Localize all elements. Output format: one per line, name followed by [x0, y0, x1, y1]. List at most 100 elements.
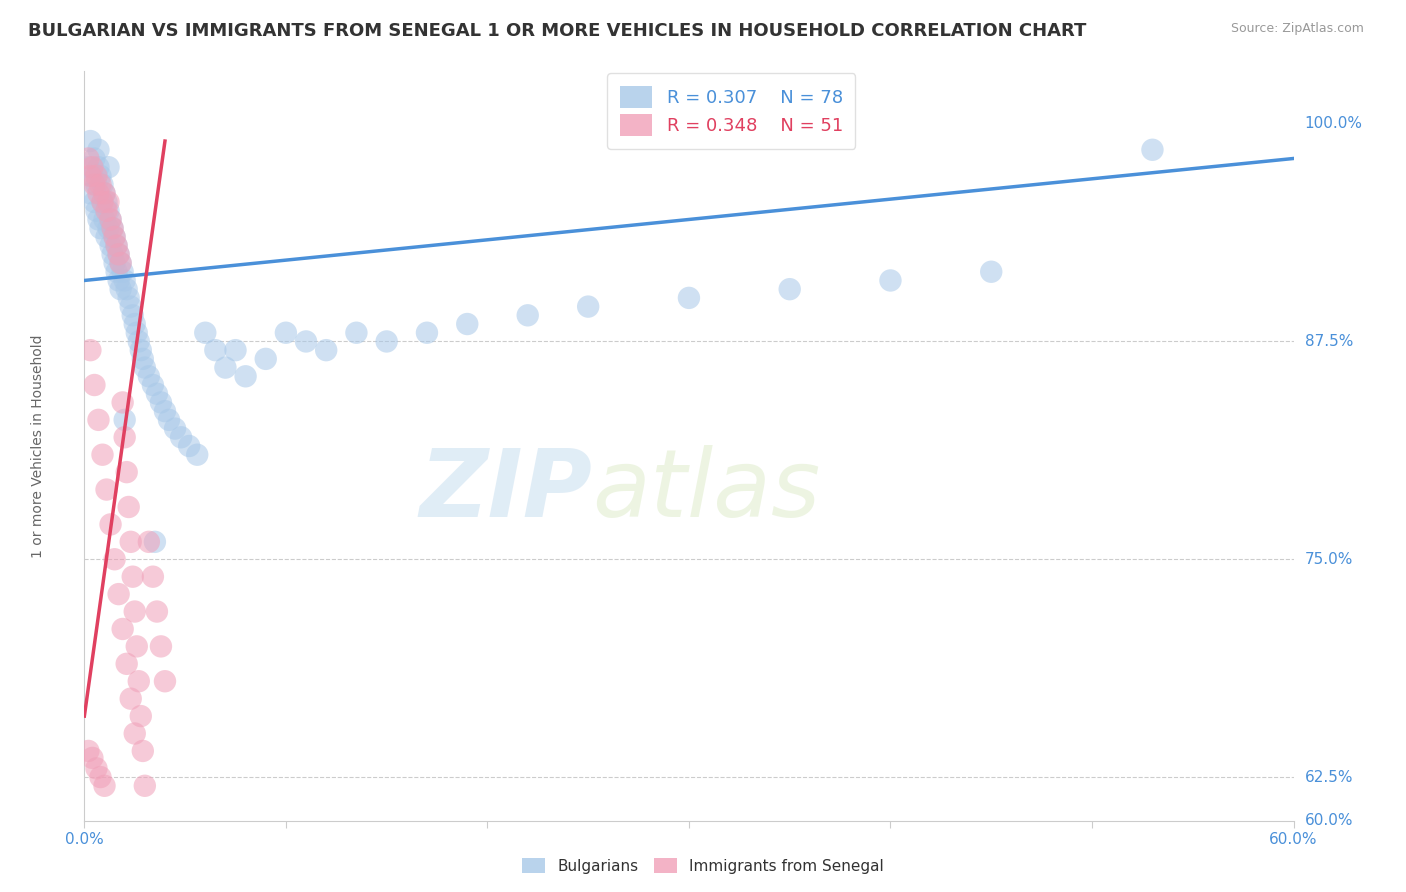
Point	[93, 212, 115, 227]
Point	[86, 178, 108, 192]
Point	[77, 744, 100, 758]
Point	[204, 343, 226, 358]
Point	[83, 178, 105, 192]
Point	[1142, 143, 1164, 157]
Point	[100, 212, 122, 227]
Point	[110, 256, 132, 270]
Point	[87, 212, 110, 227]
Point	[153, 404, 176, 418]
Point	[107, 247, 129, 261]
Point	[980, 265, 1002, 279]
Point	[138, 369, 160, 384]
Point	[134, 360, 156, 375]
Point	[89, 770, 111, 784]
Point	[128, 674, 150, 689]
Legend: Bulgarians, Immigrants from Senegal: Bulgarians, Immigrants from Senegal	[516, 852, 890, 880]
Point	[879, 273, 901, 287]
Point	[79, 186, 101, 201]
Point	[120, 300, 142, 314]
Point	[86, 761, 108, 775]
Point	[87, 143, 110, 157]
Point	[79, 134, 101, 148]
Point	[146, 605, 169, 619]
Point	[114, 413, 136, 427]
Point	[235, 369, 257, 384]
Point	[254, 351, 277, 366]
Point	[149, 640, 172, 654]
Point	[104, 230, 127, 244]
Point	[77, 152, 100, 166]
Point	[134, 779, 156, 793]
Point	[125, 326, 148, 340]
Point	[416, 326, 439, 340]
Text: atlas: atlas	[592, 445, 821, 536]
Point	[96, 483, 118, 497]
Point	[121, 308, 143, 322]
Point	[143, 534, 166, 549]
Point	[77, 160, 100, 174]
Point	[89, 221, 111, 235]
Point	[82, 169, 104, 183]
Point	[186, 448, 208, 462]
Point	[124, 605, 146, 619]
Text: 60.0%: 60.0%	[1305, 814, 1353, 828]
Point	[214, 360, 236, 375]
Point	[100, 517, 122, 532]
Text: BULGARIAN VS IMMIGRANTS FROM SENEGAL 1 OR MORE VEHICLES IN HOUSEHOLD CORRELATION: BULGARIAN VS IMMIGRANTS FROM SENEGAL 1 O…	[28, 22, 1087, 40]
Point	[89, 178, 111, 192]
Point	[83, 378, 105, 392]
Point	[128, 334, 150, 349]
Point	[346, 326, 368, 340]
Point	[124, 317, 146, 331]
Point	[101, 221, 124, 235]
Point	[225, 343, 247, 358]
Point	[91, 195, 114, 210]
Point	[157, 413, 180, 427]
Point	[149, 395, 172, 409]
Text: 100.0%: 100.0%	[1305, 116, 1362, 131]
Point	[96, 230, 118, 244]
Point	[79, 169, 101, 183]
Point	[121, 570, 143, 584]
Point	[83, 195, 105, 210]
Point	[91, 178, 114, 192]
Point	[129, 709, 152, 723]
Point	[456, 317, 478, 331]
Point	[120, 691, 142, 706]
Point	[153, 674, 176, 689]
Point	[89, 169, 111, 183]
Point	[100, 212, 122, 227]
Text: Source: ZipAtlas.com: Source: ZipAtlas.com	[1230, 22, 1364, 36]
Text: 87.5%: 87.5%	[1305, 334, 1353, 349]
Point	[779, 282, 801, 296]
Point	[91, 448, 114, 462]
Point	[107, 273, 129, 287]
Point	[93, 186, 115, 201]
Point	[87, 186, 110, 201]
Point	[87, 413, 110, 427]
Point	[315, 343, 337, 358]
Point	[165, 421, 187, 435]
Text: 1 or more Vehicles in Household: 1 or more Vehicles in Household	[31, 334, 45, 558]
Point	[107, 247, 129, 261]
Point	[120, 534, 142, 549]
Point	[111, 395, 134, 409]
Point	[105, 238, 128, 252]
Point	[96, 195, 118, 210]
Point	[79, 343, 101, 358]
Point	[111, 265, 134, 279]
Point	[104, 230, 127, 244]
Text: 62.5%: 62.5%	[1305, 770, 1353, 785]
Point	[576, 300, 599, 314]
Point	[82, 160, 104, 174]
Point	[114, 273, 136, 287]
Point	[101, 247, 124, 261]
Point	[93, 186, 115, 201]
Point	[125, 640, 148, 654]
Point	[115, 657, 138, 671]
Point	[100, 238, 122, 252]
Point	[97, 221, 120, 235]
Point	[82, 751, 104, 765]
Point	[96, 203, 118, 218]
Point	[129, 343, 152, 358]
